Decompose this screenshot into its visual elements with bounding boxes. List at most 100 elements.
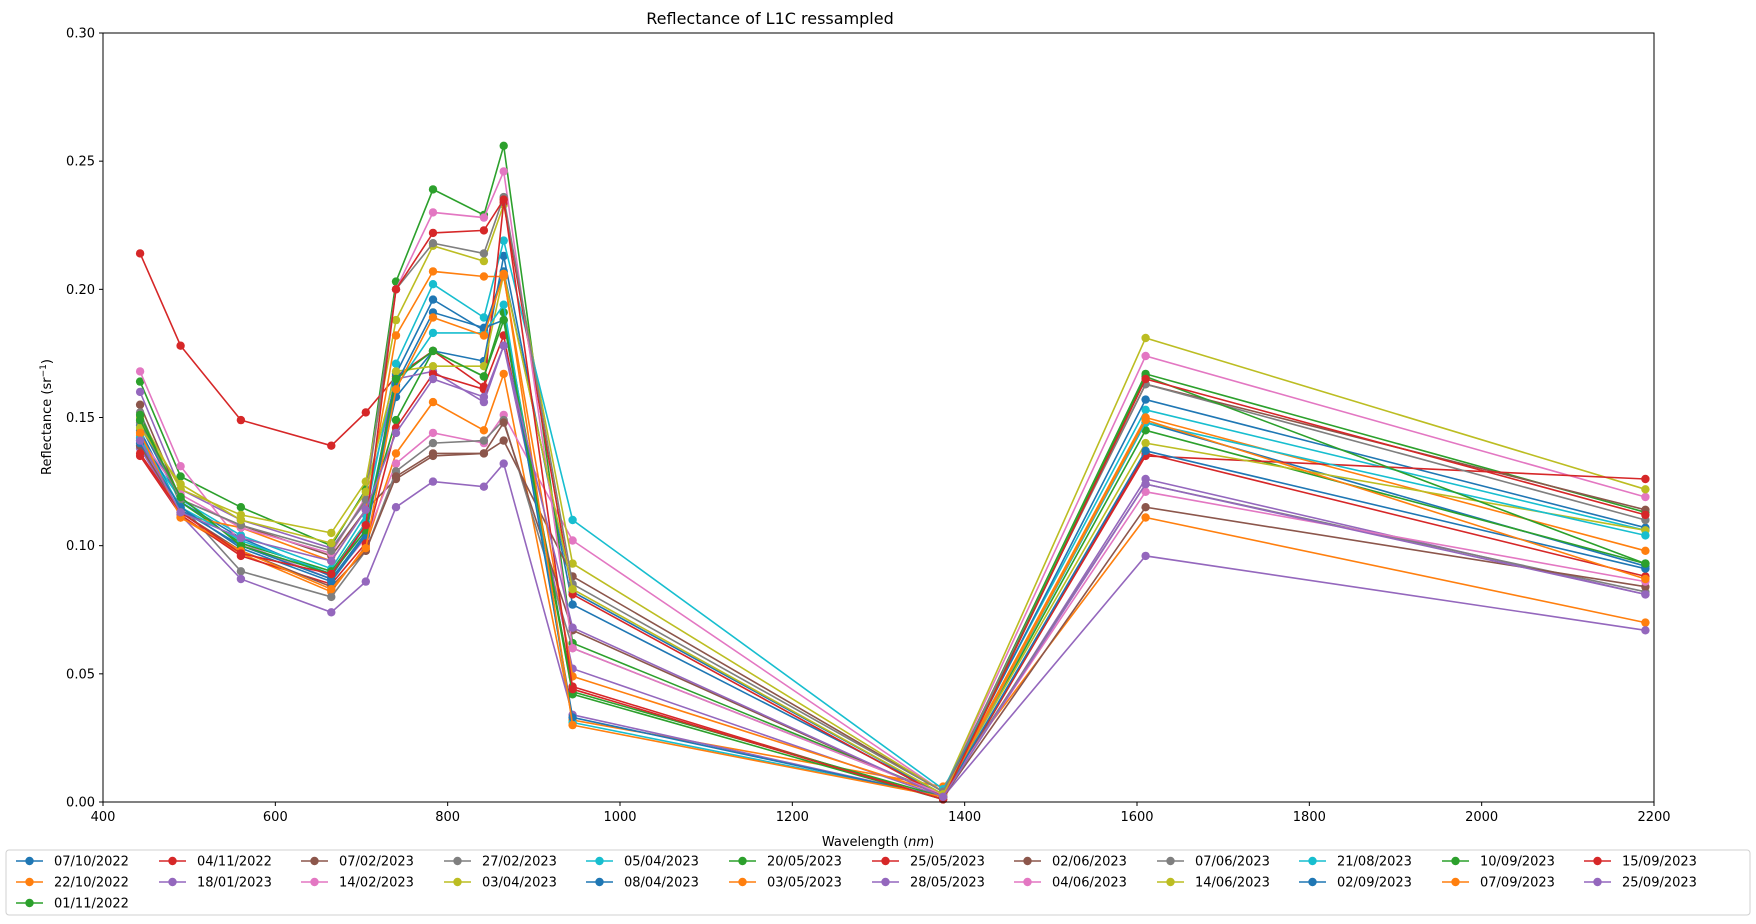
plot-frame <box>102 32 1655 803</box>
data-point <box>176 492 185 502</box>
data-point <box>135 387 145 397</box>
data-point <box>176 462 185 471</box>
series-line <box>139 383 1646 793</box>
data-point <box>428 438 438 448</box>
x-axis-title-suffix: ) <box>929 835 934 850</box>
data-point <box>499 369 508 379</box>
legend-swatch-marker <box>453 856 462 866</box>
data-point <box>327 528 336 538</box>
data-point <box>135 377 145 386</box>
y-tick-label: 0.15 <box>66 411 95 426</box>
legend-swatch-marker <box>25 877 34 887</box>
data-point <box>176 479 185 489</box>
x-tick-label: 2200 <box>1637 810 1670 825</box>
legend-label: 20/05/2023 <box>767 855 842 870</box>
plot-area <box>135 141 1650 804</box>
data-point <box>499 300 508 309</box>
data-point <box>236 574 246 584</box>
data-point <box>1641 485 1650 494</box>
data-point <box>428 428 438 438</box>
data-point <box>391 459 401 468</box>
data-point <box>327 592 336 602</box>
data-point <box>1141 333 1150 343</box>
data-point <box>1141 513 1150 522</box>
legend-item: 07/09/2023 <box>1442 876 1555 891</box>
data-point <box>568 685 577 694</box>
legend-item: 20/05/2023 <box>729 855 842 870</box>
data-point <box>1641 546 1650 555</box>
legend-item: 10/09/2023 <box>1442 855 1555 870</box>
data-point <box>1641 590 1650 599</box>
y-axis-title-suffix: ) <box>40 359 55 364</box>
x-tick-label: 1400 <box>948 810 981 825</box>
data-point <box>428 374 438 384</box>
data-point <box>135 428 145 438</box>
legend-item: 08/04/2023 <box>586 876 699 891</box>
y-axis-title-sup: −1 <box>39 364 49 377</box>
data-point <box>1641 574 1650 584</box>
data-point <box>361 505 370 514</box>
data-point <box>391 285 401 294</box>
y-axis-title-prefix: Reflectance (sr <box>40 377 55 475</box>
x-tick-label: 1800 <box>1293 810 1326 825</box>
x-axis: 400 600 800 1000 1200 1400 1600 1800 2000 2200 <box>91 802 1671 825</box>
data-point <box>1141 551 1150 561</box>
data-point <box>327 585 336 594</box>
legend-swatch-marker <box>1593 856 1602 866</box>
data-point <box>236 415 246 425</box>
data-point <box>428 346 438 356</box>
legend-item: 28/05/2023 <box>872 876 985 891</box>
legend-label: 07/10/2022 <box>54 855 129 870</box>
data-point <box>938 792 948 802</box>
data-point <box>479 426 489 435</box>
y-tick-label: 0.25 <box>66 155 95 170</box>
data-point <box>499 459 508 468</box>
legend-label: 07/06/2023 <box>1195 855 1270 870</box>
data-point <box>568 720 577 730</box>
legend-item: 14/02/2023 <box>301 876 414 891</box>
data-point <box>327 546 336 555</box>
data-point <box>499 341 508 350</box>
data-point <box>479 449 489 458</box>
legend-swatch-marker <box>1023 856 1032 866</box>
data-point <box>391 428 401 438</box>
data-point <box>361 544 370 553</box>
data-point <box>568 600 577 609</box>
data-point <box>499 236 508 245</box>
data-point <box>361 495 370 504</box>
data-point <box>361 521 370 530</box>
legend-label: 02/09/2023 <box>1337 876 1412 891</box>
legend-item: 14/06/2023 <box>1157 876 1270 891</box>
data-point <box>499 251 508 261</box>
legend-label: 04/11/2022 <box>197 855 272 870</box>
legend-item: 18/01/2023 <box>159 876 272 891</box>
data-point <box>428 397 438 407</box>
data-point <box>499 315 508 325</box>
series-7 <box>135 351 1650 796</box>
x-axis-title-unit: nm <box>908 835 929 850</box>
legend-label: 25/09/2023 <box>1622 876 1697 891</box>
series-line <box>139 316 1646 801</box>
x-tick-label: 600 <box>263 810 288 825</box>
data-point <box>391 331 401 340</box>
data-point <box>1141 351 1150 361</box>
data-point <box>428 239 438 248</box>
legend-swatch-marker <box>1308 856 1317 866</box>
data-point <box>1641 626 1650 635</box>
data-point <box>236 515 246 525</box>
data-point <box>479 372 489 381</box>
data-point <box>499 141 508 150</box>
legend-label: 01/11/2022 <box>54 897 129 912</box>
data-point <box>135 249 145 258</box>
legend-swatch-marker <box>25 856 34 866</box>
legend-label: 07/09/2023 <box>1480 876 1555 891</box>
data-point <box>391 367 401 376</box>
legend-item: 01/11/2022 <box>16 897 129 912</box>
series-8 <box>135 408 1650 799</box>
data-point <box>479 313 489 322</box>
data-point <box>176 508 185 517</box>
legend-label: 10/09/2023 <box>1480 855 1555 870</box>
legend-label: 28/05/2023 <box>910 876 985 891</box>
legend-swatch-marker <box>595 877 604 887</box>
